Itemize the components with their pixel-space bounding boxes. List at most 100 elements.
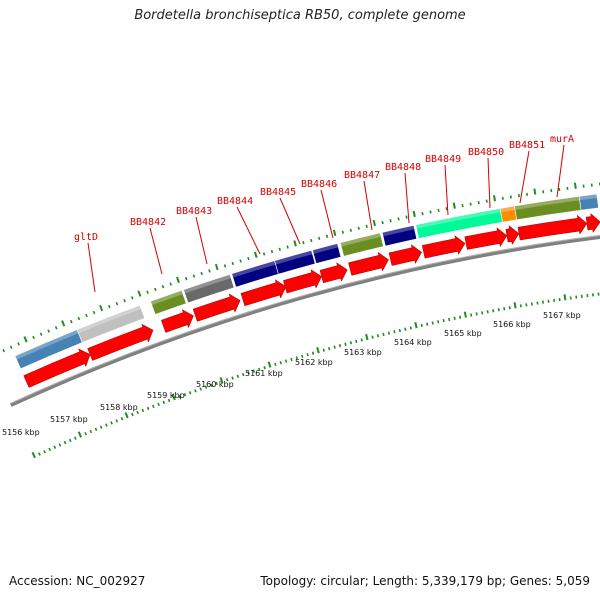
ruler-tick-mark xyxy=(157,402,160,407)
outer-tick-mark xyxy=(286,245,289,249)
ruler-tick-mark xyxy=(236,374,240,378)
gene-label: murA xyxy=(550,134,574,145)
gene-label: BB4848 xyxy=(385,162,421,173)
outer-tick-mark xyxy=(200,271,203,276)
feature-block-highlight xyxy=(274,250,313,265)
ruler-tick-mark xyxy=(376,334,380,338)
ruler-tick-mark xyxy=(426,322,429,326)
outer-tick-mark xyxy=(405,215,408,219)
cds-arrow xyxy=(517,214,588,241)
ruler-tick-mark xyxy=(267,361,272,368)
ruler-tick-mark xyxy=(53,445,57,449)
ruler-tick-mark xyxy=(355,339,358,343)
ruler-tick-mark xyxy=(247,371,250,375)
ruler-tick-mark xyxy=(414,322,418,329)
outer-tick-mark xyxy=(47,329,50,333)
ruler-kbp-label: 5161 kbp xyxy=(245,369,283,378)
gene-label: BB4849 xyxy=(425,154,461,165)
ruler-tick-mark xyxy=(171,393,176,401)
outer-tick-mark xyxy=(231,261,235,266)
ruler-tick-mark xyxy=(84,432,87,436)
ruler-tick-mark xyxy=(360,338,363,342)
outer-tick-mark xyxy=(381,220,384,225)
gene-leader-line xyxy=(556,144,565,198)
feature-block-highlight xyxy=(382,225,415,237)
outer-tick-mark xyxy=(247,256,250,261)
outer-tick-mark xyxy=(302,241,305,245)
gene-label-layer: gltD BB4842 BB4843 BB4844 BB4845 BB4846 BB4847… xyxy=(74,134,574,293)
outer-tick-mark xyxy=(412,210,416,218)
gene-label: BB4846 xyxy=(301,179,337,190)
gene-leader-line xyxy=(195,216,208,265)
outer-tick-mark xyxy=(389,219,392,223)
cds-track xyxy=(23,212,600,388)
ruler-tick-mark xyxy=(263,366,266,370)
ruler-tick-mark xyxy=(131,412,134,417)
ruler-tick-track xyxy=(31,292,600,459)
ruler-tick-mark xyxy=(322,348,325,352)
feature-block xyxy=(76,304,146,343)
ruler-tick-mark xyxy=(437,320,440,324)
outer-tick-mark xyxy=(70,319,73,324)
ruler-tick-mark xyxy=(409,326,412,330)
genome-summary-text: Topology: circular; Length: 5,339,179 bp… xyxy=(260,574,590,588)
outer-tick-mark xyxy=(429,210,432,214)
ruler-tick-mark xyxy=(387,331,391,335)
cds-arrow xyxy=(283,269,322,294)
ruler-tick-mark xyxy=(492,309,495,313)
ruler-tick-mark xyxy=(301,354,304,358)
gene-label: BB4843 xyxy=(176,206,212,217)
outer-tick-mark xyxy=(493,195,497,202)
outer-tick-mark xyxy=(278,247,281,251)
ruler-tick-mark xyxy=(316,347,320,354)
cds-arrow xyxy=(319,262,348,284)
gene-label: BB4844 xyxy=(217,196,253,207)
ruler-tick-mark xyxy=(105,423,108,427)
outer-tick-mark xyxy=(123,299,126,303)
ruler-kbp-label: 5156 kbp xyxy=(2,428,40,437)
ruler-tick-mark xyxy=(295,356,299,360)
ruler-kbp-label: 5158 kbp xyxy=(100,403,138,412)
outer-tick-mark xyxy=(372,219,376,227)
outer-tick-mark xyxy=(176,276,180,284)
ruler-tick-mark xyxy=(497,308,500,312)
ruler-kbp-label: 5157 kbp xyxy=(50,415,88,424)
outer-tick-mark xyxy=(445,207,448,211)
outer-tick-mark xyxy=(99,304,104,312)
map-title: Bordetella bronchiseptica RB50, complete… xyxy=(134,8,466,23)
feature-block-highlight xyxy=(579,194,598,201)
ruler-kbp-label: 5167 kbp xyxy=(543,311,581,320)
ruler-tick-mark xyxy=(519,304,522,308)
outer-tick-mark xyxy=(61,320,66,327)
ruler-tick-mark xyxy=(349,341,353,345)
ruler-tick-mark xyxy=(284,359,288,363)
outer-tick-mark xyxy=(92,310,96,315)
cds-arrow xyxy=(505,225,520,246)
ruler-tick-mark xyxy=(89,429,93,434)
outer-tick-mark xyxy=(146,290,149,294)
gene-leader-line xyxy=(404,172,410,224)
ruler-tick-mark xyxy=(77,431,83,438)
gene-label: BB4851 xyxy=(509,140,545,151)
ruler-tick-mark xyxy=(503,307,506,311)
outer-tick-mark xyxy=(54,326,58,330)
ruler-tick-mark xyxy=(136,410,139,415)
ruler-tick-mark xyxy=(152,404,155,409)
feature-block-highlight xyxy=(150,290,183,306)
ruler-tick-mark xyxy=(328,346,331,351)
outer-tick-mark xyxy=(310,238,313,243)
outer-tick-mark xyxy=(341,230,345,234)
outer-tick-mark xyxy=(270,249,274,254)
outer-tick-mark xyxy=(161,285,165,289)
ruler-kbp-label: 5159 kbp xyxy=(147,391,185,400)
ruler-tick-mark xyxy=(459,315,462,319)
ruler-tick-mark xyxy=(344,342,347,346)
ruler-kbp-label: 5163 kbp xyxy=(344,348,382,357)
gene-label: BB4845 xyxy=(260,187,296,198)
ruler-tick-mark xyxy=(290,357,293,362)
gene-label: BB4850 xyxy=(468,147,504,158)
ruler-kbp-label: 5165 kbp xyxy=(444,329,482,338)
cds-arrow xyxy=(160,309,194,333)
